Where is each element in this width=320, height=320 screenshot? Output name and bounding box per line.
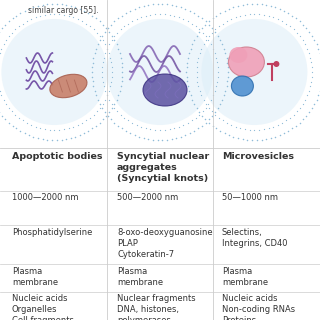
Text: Phosphatidylserine: Phosphatidylserine bbox=[12, 228, 92, 237]
Text: Nucleic acids
Organelles
Cell fragments: Nucleic acids Organelles Cell fragments bbox=[12, 294, 74, 320]
Text: Plasma
membrane: Plasma membrane bbox=[12, 267, 58, 287]
Text: Apoptotic bodies: Apoptotic bodies bbox=[12, 152, 102, 161]
Ellipse shape bbox=[231, 76, 253, 96]
Text: 8-oxo-deoxyguanosine
PLAP
Cytokeratin-7: 8-oxo-deoxyguanosine PLAP Cytokeratin-7 bbox=[117, 228, 212, 259]
Text: Plasma
membrane: Plasma membrane bbox=[117, 267, 163, 287]
Ellipse shape bbox=[228, 47, 264, 77]
Text: Nucleic acids
Non-coding RNAs
Proteins
Lipids: Nucleic acids Non-coding RNAs Proteins L… bbox=[222, 294, 295, 320]
Circle shape bbox=[107, 19, 213, 125]
Circle shape bbox=[1, 19, 108, 125]
Text: Syncytial nuclear
aggregates
(Syncytial knots): Syncytial nuclear aggregates (Syncytial … bbox=[117, 152, 209, 183]
Text: 50—1000 nm: 50—1000 nm bbox=[222, 193, 278, 202]
Text: Nuclear fragments
DNA, histones,
polymerases: Nuclear fragments DNA, histones, polymer… bbox=[117, 294, 196, 320]
Text: 1000—2000 nm: 1000—2000 nm bbox=[12, 193, 78, 202]
Text: Selectins,
Integrins, CD40: Selectins, Integrins, CD40 bbox=[222, 228, 287, 248]
Ellipse shape bbox=[50, 74, 87, 98]
Circle shape bbox=[273, 61, 279, 67]
Text: Microvesicles: Microvesicles bbox=[222, 152, 294, 161]
Text: similar cargo [55].: similar cargo [55]. bbox=[28, 6, 99, 15]
Ellipse shape bbox=[143, 74, 187, 106]
Ellipse shape bbox=[229, 47, 247, 63]
Text: 500—2000 nm: 500—2000 nm bbox=[117, 193, 178, 202]
Circle shape bbox=[201, 19, 308, 125]
Text: Plasma
membrane: Plasma membrane bbox=[222, 267, 268, 287]
